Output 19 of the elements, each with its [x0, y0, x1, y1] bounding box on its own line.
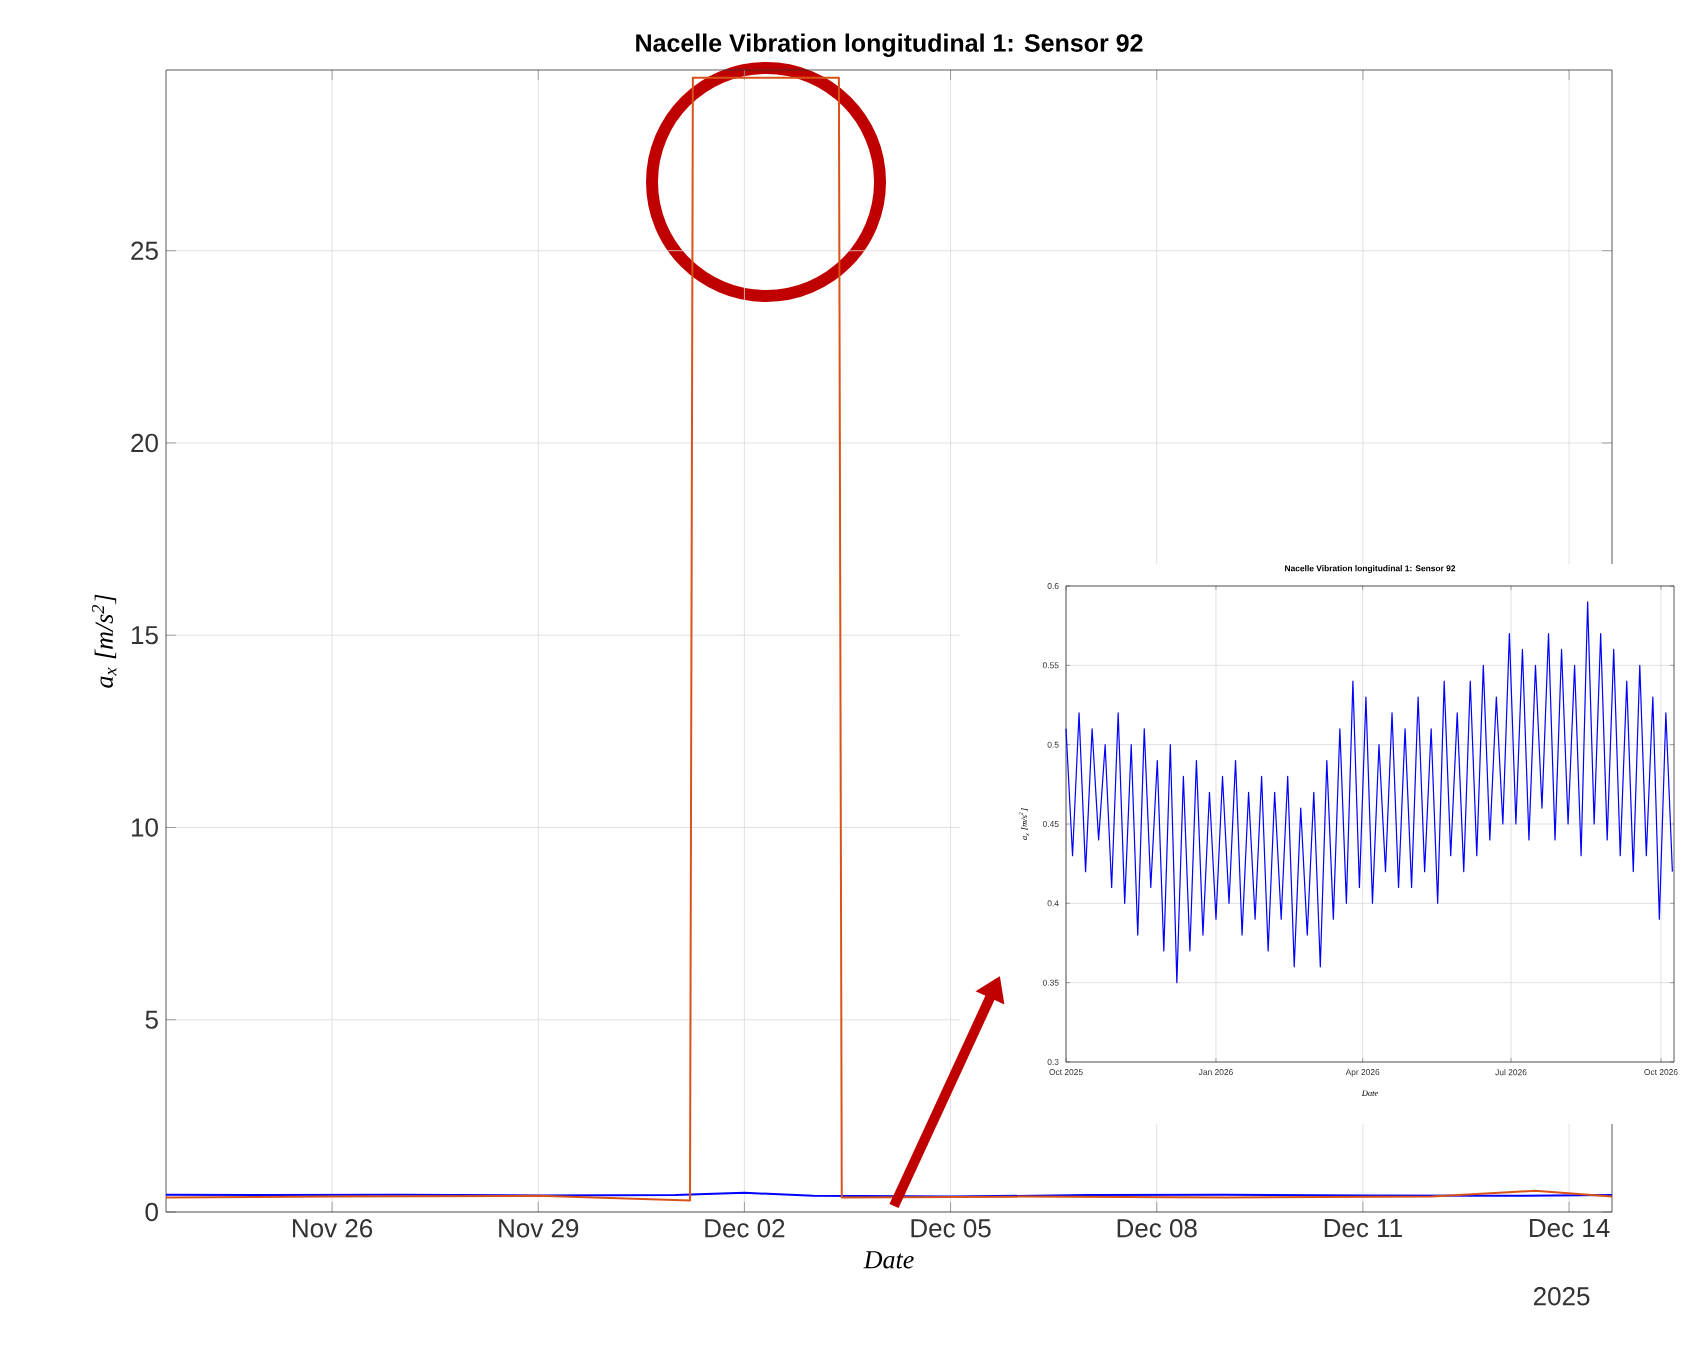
x-tick-label: Dec 08 — [1117, 1219, 1197, 1238]
line-series — [1065, 601, 1673, 984]
x-tick-label: Nov 29 — [499, 1219, 579, 1238]
x-tick-label: Dec 11 — [1324, 1219, 1402, 1238]
x-tick-label: Dec 14 — [1530, 1219, 1610, 1238]
y-axis-title: a$_{x}$ [m/s$^{2}$] — [91, 594, 117, 688]
text: 2025 — [1533, 1287, 1590, 1306]
y-tick-label: 5 — [145, 1010, 158, 1029]
y-tick-label: 10 — [132, 818, 158, 837]
y-tick-label: 15 — [132, 626, 158, 645]
x-tick-label: Dec 02 — [705, 1219, 785, 1238]
x-tick-label: Dec 05 — [911, 1219, 991, 1238]
line-series — [165, 76, 1614, 1202]
x-tick-label: Nov 26 — [293, 1219, 373, 1238]
y-tick-label: 20 — [131, 433, 158, 453]
y-tick-label: 0 — [145, 1202, 158, 1222]
x-axis-title: Date — [863, 1251, 914, 1269]
y-tick-label: 25 — [131, 241, 158, 260]
chart-title: Nacelle Vibration longitudinal 1: Sensor 92 — [636, 33, 1143, 57]
